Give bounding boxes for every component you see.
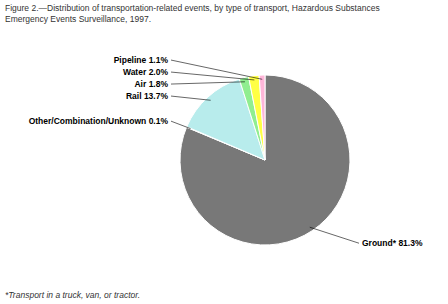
label-category: Pipeline: [114, 55, 147, 65]
leader-line: [171, 121, 191, 128]
slice-label: Ground* 81.3%: [362, 238, 423, 248]
leader-line: [171, 60, 262, 79]
slice-label: Other/Combination/Unknown 0.1%: [29, 116, 169, 126]
label-value: 1.8%: [149, 79, 169, 89]
label-value: 0.1%: [149, 116, 169, 126]
leader-line: [171, 82, 245, 84]
title-line: Figure 2.—Distribution of transportation…: [5, 3, 380, 13]
slice: [180, 75, 350, 245]
title: Figure 2.—Distribution of transportation…: [5, 3, 380, 24]
slice-label: Air 1.8%: [134, 79, 168, 89]
slice-label: Pipeline 1.1%: [114, 55, 169, 65]
labels: Ground* 81.3% Other/Combination/Unknown 0…: [29, 55, 423, 248]
pie: [180, 75, 350, 245]
label-category: Other/Combination/Unknown: [29, 116, 147, 126]
leader-line: [310, 227, 359, 243]
slice: [259, 75, 265, 160]
chart: Figure 2.—Distribution of transportation…: [0, 0, 448, 304]
slice-label: Rail 13.7%: [126, 91, 169, 101]
label-category: Ground*: [362, 238, 397, 248]
label-category: Rail: [126, 91, 142, 101]
slice: [249, 75, 265, 160]
footnote: *Transport in a truck, van, or tractor.: [5, 290, 140, 300]
leader-line: [171, 96, 211, 100]
title-line: Emergency Events Surveillance, 1997.: [5, 14, 151, 24]
slice-label: Water 2.0%: [123, 67, 169, 77]
label-value: 2.0%: [149, 67, 169, 77]
label-value: 81.3%: [398, 238, 423, 248]
label-value: 13.7%: [144, 91, 169, 101]
label-value: 1.1%: [149, 55, 169, 65]
label-category: Water: [123, 67, 147, 77]
leader-line: [171, 72, 254, 80]
label-category: Air: [134, 79, 147, 89]
